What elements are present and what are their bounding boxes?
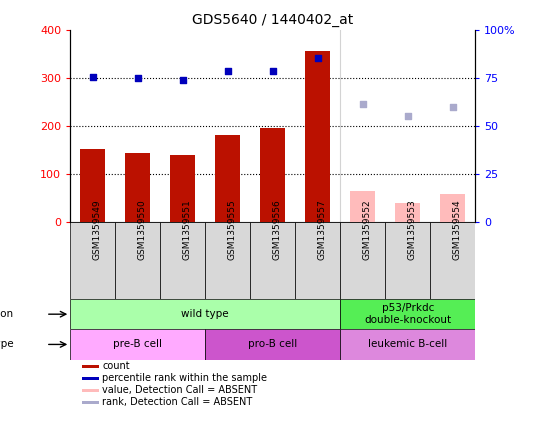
Bar (70, 299, 340, 329)
Text: genotype/variation: genotype/variation (0, 309, 14, 319)
Text: pre-B cell: pre-B cell (113, 339, 162, 349)
Text: cell type: cell type (0, 339, 14, 349)
Bar (340, 222, 385, 299)
Bar (205, 222, 250, 299)
Bar (115, 222, 160, 299)
Bar (305, 51, 330, 222)
Point (268, 67, 277, 74)
Bar (83, 377, 99, 380)
Point (178, 77, 187, 83)
Point (359, 101, 367, 107)
Bar (340, 329, 475, 360)
Text: value, Detection Call = ABSENT: value, Detection Call = ABSENT (102, 385, 258, 395)
Text: GSM1359550: GSM1359550 (138, 199, 147, 260)
Bar (250, 222, 295, 299)
Bar (70, 222, 115, 299)
Point (89, 73, 97, 80)
Bar (83, 389, 99, 392)
Bar (350, 191, 375, 222)
Title: GDS5640 / 1440402_at: GDS5640 / 1440402_at (192, 13, 353, 27)
Bar (83, 365, 99, 368)
Point (448, 103, 457, 110)
Point (403, 113, 412, 120)
Text: wild type: wild type (181, 309, 229, 319)
Text: GSM1359555: GSM1359555 (228, 199, 237, 260)
Text: percentile rank within the sample: percentile rank within the sample (102, 373, 267, 383)
Point (133, 74, 142, 81)
Text: GSM1359549: GSM1359549 (93, 200, 102, 260)
Bar (440, 194, 465, 222)
Bar (385, 222, 430, 299)
Bar (260, 128, 285, 222)
Bar (205, 329, 340, 360)
Text: pro-B cell: pro-B cell (248, 339, 298, 349)
Text: rank, Detection Call = ABSENT: rank, Detection Call = ABSENT (102, 397, 252, 407)
Point (313, 55, 322, 62)
Bar (170, 155, 195, 222)
Bar (340, 299, 475, 329)
Bar (215, 135, 240, 222)
Point (224, 67, 232, 74)
Text: p53/Prkdc
double-knockout: p53/Prkdc double-knockout (364, 303, 451, 325)
Bar (430, 222, 475, 299)
Text: GSM1359557: GSM1359557 (318, 199, 327, 260)
Bar (295, 222, 340, 299)
Text: GSM1359554: GSM1359554 (453, 200, 462, 260)
Bar (83, 401, 99, 404)
Text: leukemic B-cell: leukemic B-cell (368, 339, 447, 349)
Bar (70, 329, 205, 360)
Bar (80, 149, 105, 222)
Bar (125, 153, 150, 222)
Text: GSM1359556: GSM1359556 (273, 199, 282, 260)
Text: GSM1359552: GSM1359552 (363, 200, 372, 260)
Bar (395, 203, 420, 222)
Bar (160, 222, 205, 299)
Text: GSM1359551: GSM1359551 (183, 199, 192, 260)
Text: count: count (102, 360, 130, 371)
Text: GSM1359553: GSM1359553 (408, 199, 417, 260)
